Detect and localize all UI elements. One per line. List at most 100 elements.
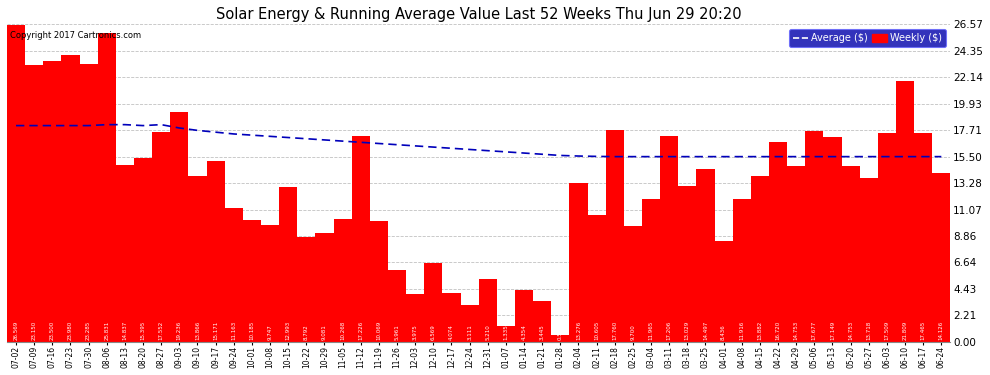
Legend: Average ($), Weekly ($): Average ($), Weekly ($) [789, 29, 945, 47]
Text: 9.747: 9.747 [267, 324, 272, 340]
Text: 6.569: 6.569 [431, 324, 436, 340]
Text: 25.831: 25.831 [104, 321, 109, 340]
Text: 17.677: 17.677 [812, 321, 817, 340]
Bar [551, 335, 569, 342]
Text: 10.605: 10.605 [594, 321, 599, 340]
Text: 23.980: 23.980 [68, 321, 73, 340]
Bar [388, 270, 406, 342]
Text: 23.285: 23.285 [86, 321, 91, 340]
Text: Copyright 2017 Cartronics.com: Copyright 2017 Cartronics.com [10, 31, 141, 40]
Text: 5.210: 5.210 [485, 324, 490, 340]
Text: 5.961: 5.961 [395, 324, 400, 340]
Text: 13.029: 13.029 [685, 321, 690, 340]
Bar [715, 241, 733, 342]
Bar [134, 158, 152, 342]
Bar [878, 133, 896, 342]
Bar [116, 165, 134, 342]
Text: 23.500: 23.500 [50, 321, 54, 340]
Bar [425, 263, 443, 342]
Text: 13.866: 13.866 [195, 321, 200, 340]
Text: 15.171: 15.171 [213, 321, 218, 340]
Text: 8.792: 8.792 [304, 324, 309, 340]
Bar [370, 222, 388, 342]
Bar [624, 226, 642, 342]
Bar [61, 56, 79, 342]
Text: 0.554: 0.554 [557, 324, 563, 340]
Bar [188, 176, 207, 342]
Bar [805, 130, 824, 342]
Bar [515, 290, 533, 342]
Text: 17.552: 17.552 [158, 321, 163, 340]
Text: 3.975: 3.975 [413, 324, 418, 340]
Bar [642, 199, 660, 342]
Bar [7, 24, 25, 342]
Text: 13.882: 13.882 [757, 321, 762, 340]
Text: 21.809: 21.809 [903, 321, 908, 340]
Bar [750, 176, 769, 342]
Text: 10.069: 10.069 [376, 321, 381, 340]
Bar [587, 215, 606, 342]
Bar [243, 220, 261, 342]
Text: 17.509: 17.509 [884, 321, 889, 340]
Text: 14.497: 14.497 [703, 321, 708, 340]
Text: 11.163: 11.163 [232, 321, 237, 340]
Bar [787, 165, 805, 342]
Text: 10.185: 10.185 [249, 321, 254, 340]
Bar [769, 142, 787, 342]
Text: 4.074: 4.074 [448, 324, 454, 340]
Text: 13.718: 13.718 [866, 321, 871, 340]
Title: Solar Energy & Running Average Value Last 52 Weeks Thu Jun 29 20:20: Solar Energy & Running Average Value Las… [216, 7, 742, 22]
Bar [896, 81, 914, 342]
Bar [79, 64, 98, 342]
Bar [279, 186, 297, 342]
Text: 23.150: 23.150 [32, 321, 37, 340]
Text: 12.993: 12.993 [286, 321, 291, 340]
Text: 11.916: 11.916 [740, 321, 744, 340]
Bar [44, 61, 61, 342]
Bar [696, 169, 715, 342]
Bar [460, 304, 479, 342]
Bar [25, 65, 44, 342]
Text: 3.111: 3.111 [467, 324, 472, 340]
Text: 26.569: 26.569 [14, 321, 19, 340]
Text: 19.236: 19.236 [177, 321, 182, 340]
Text: 15.395: 15.395 [141, 321, 146, 340]
Bar [443, 293, 460, 342]
Bar [678, 186, 696, 342]
Bar [297, 237, 316, 342]
Text: 17.760: 17.760 [612, 321, 617, 340]
Bar [569, 183, 587, 342]
Text: 11.965: 11.965 [648, 321, 653, 340]
Text: 9.700: 9.700 [631, 324, 636, 340]
Bar [351, 136, 370, 342]
Text: 10.268: 10.268 [341, 321, 346, 340]
Text: 4.354: 4.354 [522, 324, 527, 340]
Text: 9.081: 9.081 [322, 324, 327, 340]
Bar [660, 136, 678, 342]
Bar [859, 178, 878, 342]
Bar [733, 200, 750, 342]
Bar [225, 209, 243, 342]
Bar [533, 300, 551, 342]
Text: 17.465: 17.465 [921, 321, 926, 340]
Bar [316, 233, 334, 342]
Bar [606, 130, 624, 342]
Bar [497, 326, 515, 342]
Bar [933, 173, 950, 342]
Text: 8.436: 8.436 [721, 324, 726, 340]
Text: 1.335: 1.335 [503, 324, 509, 340]
Text: 14.753: 14.753 [848, 321, 853, 340]
Text: 13.276: 13.276 [576, 321, 581, 340]
Bar [261, 225, 279, 342]
Text: 14.837: 14.837 [123, 321, 128, 340]
Text: 14.126: 14.126 [939, 321, 943, 340]
Bar [842, 165, 859, 342]
Text: 17.226: 17.226 [358, 321, 363, 340]
Bar [207, 160, 225, 342]
Bar [914, 133, 933, 342]
Text: 14.753: 14.753 [794, 321, 799, 340]
Bar [152, 132, 170, 342]
Text: 3.445: 3.445 [540, 324, 545, 340]
Bar [170, 112, 188, 342]
Bar [479, 279, 497, 342]
